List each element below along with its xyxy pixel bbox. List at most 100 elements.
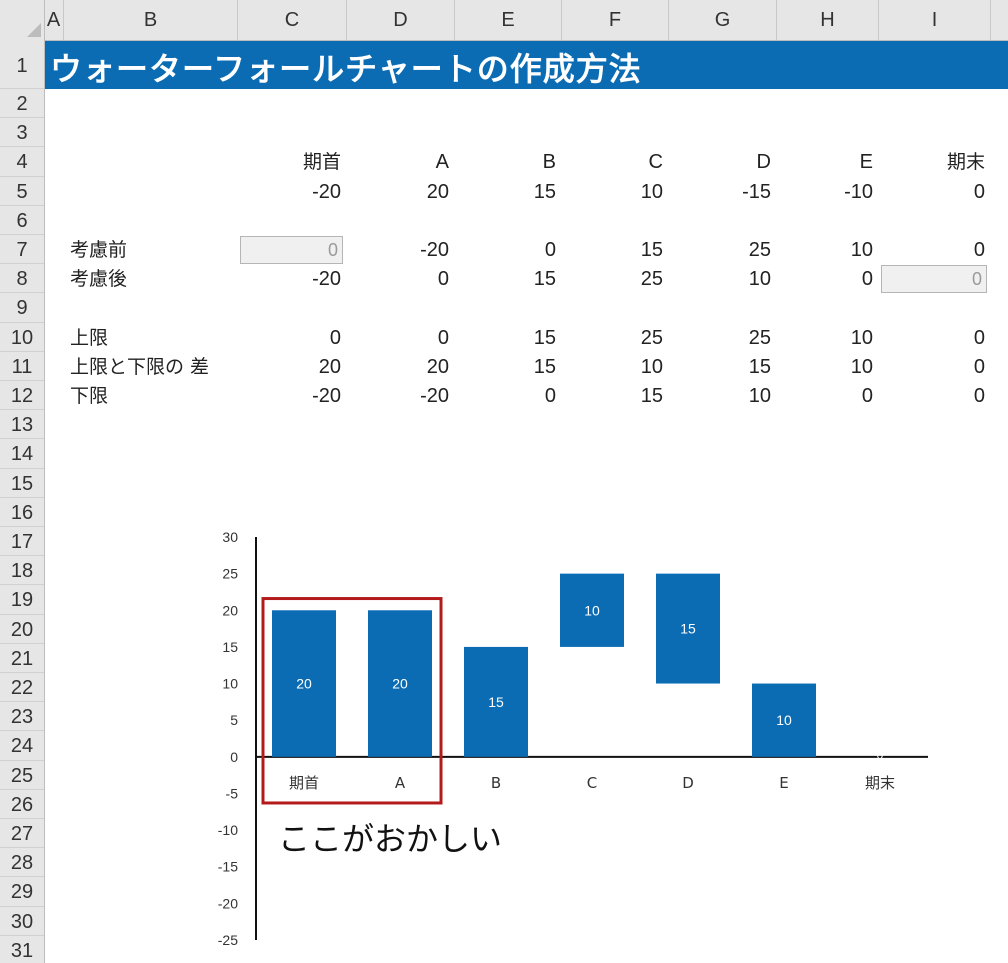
column-header-H[interactable]: H	[777, 0, 879, 40]
row10-cell-2[interactable]: 15	[533, 326, 556, 349]
column-header-E[interactable]: E	[455, 0, 562, 40]
row-header-17[interactable]: 17	[0, 527, 44, 557]
header-cell-0[interactable]: 期首	[302, 151, 341, 174]
row-header-23[interactable]: 23	[0, 702, 44, 732]
column-header-A[interactable]: A	[44, 0, 64, 40]
row-header-1[interactable]: 1	[0, 40, 44, 89]
row-header-14[interactable]: 14	[0, 439, 44, 469]
row10-cell-5[interactable]: 10	[850, 326, 873, 349]
column-header-D[interactable]: D	[347, 0, 455, 40]
row5-cell-5[interactable]: -10	[844, 180, 873, 203]
row12-cell-2[interactable]: 0	[544, 385, 556, 407]
row12-cell-5[interactable]: 0	[861, 385, 873, 407]
row-header-21[interactable]: 21	[0, 644, 44, 673]
select-all-corner[interactable]	[0, 0, 45, 40]
row11-cell-0[interactable]: 20	[318, 355, 341, 378]
row-header-10[interactable]: 10	[0, 323, 44, 352]
row-header-16[interactable]: 16	[0, 498, 44, 527]
header-cell-2[interactable]: B	[542, 151, 556, 174]
row7-cell-5[interactable]: 10	[850, 239, 873, 261]
row8-cell-3[interactable]: 25	[640, 268, 663, 291]
row12-cell-3[interactable]: 15	[640, 385, 663, 407]
row11-cell-5[interactable]: 10	[850, 355, 873, 378]
sheet-title[interactable]: ウォーターフォールチャートの作成方法	[50, 50, 642, 88]
row11-cell-3[interactable]: 10	[640, 355, 663, 378]
row7-hidden-cell-0[interactable]: 0	[240, 236, 343, 264]
column-header-B[interactable]: B	[64, 0, 238, 40]
column-header-I[interactable]: I	[879, 0, 991, 40]
row12-label[interactable]: 下限	[70, 385, 109, 407]
column-header-F[interactable]: F	[562, 0, 669, 40]
row11-cell-2[interactable]: 15	[533, 355, 556, 378]
row11-cell-1[interactable]: 20	[426, 355, 449, 378]
row-header-2[interactable]: 2	[0, 89, 44, 119]
row-header-24[interactable]: 24	[0, 731, 44, 761]
row7-label[interactable]: 考慮前	[70, 239, 128, 261]
row-header-3[interactable]: 3	[0, 118, 44, 148]
row5-cell-6[interactable]: 0	[973, 180, 985, 203]
row-header-31[interactable]: 31	[0, 936, 44, 963]
row-header-6[interactable]: 6	[0, 206, 44, 235]
row7-cell-1[interactable]: -20	[420, 239, 449, 261]
row-header-25[interactable]: 25	[0, 761, 44, 790]
row8-cell-2[interactable]: 15	[533, 268, 556, 291]
row10-cell-3[interactable]: 25	[640, 326, 663, 349]
row-header-8[interactable]: 8	[0, 264, 44, 294]
row12-cell-6[interactable]: 0	[973, 385, 985, 407]
y-tick-label: 20	[222, 602, 238, 618]
row7-cell-3[interactable]: 15	[640, 239, 663, 261]
row5-cell-1[interactable]: 20	[426, 180, 449, 203]
row-header-4[interactable]: 4	[0, 147, 44, 177]
row5-cell-0[interactable]: -20	[312, 180, 341, 203]
row5-cell-4[interactable]: -15	[742, 180, 771, 203]
row-header-7[interactable]: 7	[0, 235, 44, 265]
row-header-13[interactable]: 13	[0, 410, 44, 440]
row10-cell-1[interactable]: 0	[437, 326, 449, 349]
row7-cell-4[interactable]: 25	[748, 239, 771, 261]
row11-label[interactable]: 上限と下限の 差	[70, 355, 210, 378]
row8-hidden-cell-6[interactable]: 0	[881, 265, 987, 294]
row8-cell-1[interactable]: 0	[437, 268, 449, 291]
row7-cell-6[interactable]: 0	[973, 239, 985, 261]
row11-cell-6[interactable]: 0	[973, 355, 985, 378]
header-cell-1[interactable]: A	[435, 151, 449, 174]
bar-data-label: 10	[776, 712, 792, 728]
row12-cell-0[interactable]: -20	[312, 385, 341, 407]
header-cell-3[interactable]: C	[648, 151, 663, 174]
column-header-C[interactable]: C	[238, 0, 347, 40]
row-header-19[interactable]: 19	[0, 585, 44, 615]
row8-cell-5[interactable]: 0	[861, 268, 873, 291]
row5-cell-2[interactable]: 15	[533, 180, 556, 203]
row-header-15[interactable]: 15	[0, 469, 44, 498]
row8-label[interactable]: 考慮後	[70, 268, 128, 291]
row-header-22[interactable]: 22	[0, 673, 44, 703]
header-cell-4[interactable]: D	[756, 151, 771, 174]
row10-cell-4[interactable]: 25	[748, 326, 771, 349]
row-header-11[interactable]: 11	[0, 352, 44, 381]
row-header-29[interactable]: 29	[0, 877, 44, 907]
row8-cell-0[interactable]: -20	[312, 268, 341, 291]
row-header-18[interactable]: 18	[0, 556, 44, 586]
header-cell-5[interactable]: E	[859, 151, 873, 174]
row10-cell-0[interactable]: 0	[329, 326, 341, 349]
row-header-26[interactable]: 26	[0, 790, 44, 819]
row5-cell-3[interactable]: 10	[640, 180, 663, 203]
row11-cell-4[interactable]: 15	[748, 355, 771, 378]
row10-cell-6[interactable]: 0	[973, 326, 985, 349]
row-header-30[interactable]: 30	[0, 907, 44, 936]
row8-cell-4[interactable]: 10	[748, 268, 771, 291]
row10-label[interactable]: 上限	[70, 326, 109, 349]
row-header-9[interactable]: 9	[0, 293, 44, 323]
row-header-27[interactable]: 27	[0, 819, 44, 849]
row-header-20[interactable]: 20	[0, 615, 44, 644]
row7-cell-2[interactable]: 0	[544, 239, 556, 261]
row12-cell-4[interactable]: 10	[748, 385, 771, 407]
column-header-G[interactable]: G	[669, 0, 777, 40]
row12-cell-1[interactable]: -20	[420, 385, 449, 407]
row-header-12[interactable]: 12	[0, 381, 44, 411]
header-cell-6[interactable]: 期末	[946, 151, 985, 174]
row-header-5[interactable]: 5	[0, 177, 44, 206]
row-header-28[interactable]: 28	[0, 848, 44, 878]
